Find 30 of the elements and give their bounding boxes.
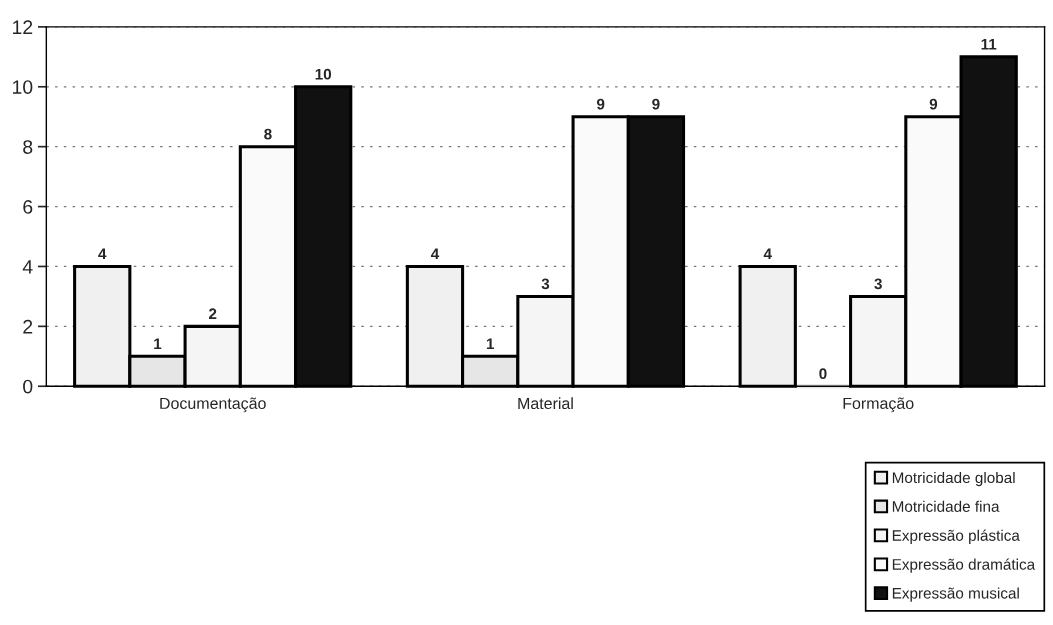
y-tick-label: 10	[12, 80, 33, 95]
data-label: 9	[929, 98, 938, 110]
legend-label: Expressão musical	[892, 587, 1019, 602]
data-label: 0	[819, 368, 827, 380]
y-tick-label: 2	[23, 319, 33, 334]
data-label: 11	[981, 38, 997, 50]
data-label: 4	[98, 248, 107, 260]
data-label: 2	[208, 308, 217, 320]
data-label: 3	[874, 278, 882, 290]
data-label: 8	[264, 128, 272, 140]
y-tick-label: 0	[23, 379, 33, 394]
x-tick-label: Formação	[843, 397, 914, 413]
data-label: 9	[652, 98, 660, 110]
data-label: 1	[486, 338, 495, 349]
legend-label: Motricidade fina	[892, 500, 1000, 512]
y-tick-label: 12	[12, 20, 33, 34]
legend-label: Expressão dramática	[892, 558, 1036, 573]
data-label: 3	[541, 278, 550, 290]
y-tick-label: 6	[23, 200, 33, 214]
data-label: 9	[596, 98, 605, 110]
y-tick-label: 8	[23, 140, 33, 154]
x-tick-label: Documentação	[160, 397, 266, 413]
data-label: 4	[763, 248, 772, 260]
legend-label: Motricidade global	[892, 471, 1015, 487]
data-label: 1	[154, 338, 162, 349]
legend-label: Expressão plástica	[892, 529, 1020, 544]
y-tick-label: 4	[22, 260, 33, 274]
x-tick-label: Material	[518, 397, 573, 410]
data-label: 4	[430, 248, 440, 260]
data-label: 10	[315, 68, 332, 80]
